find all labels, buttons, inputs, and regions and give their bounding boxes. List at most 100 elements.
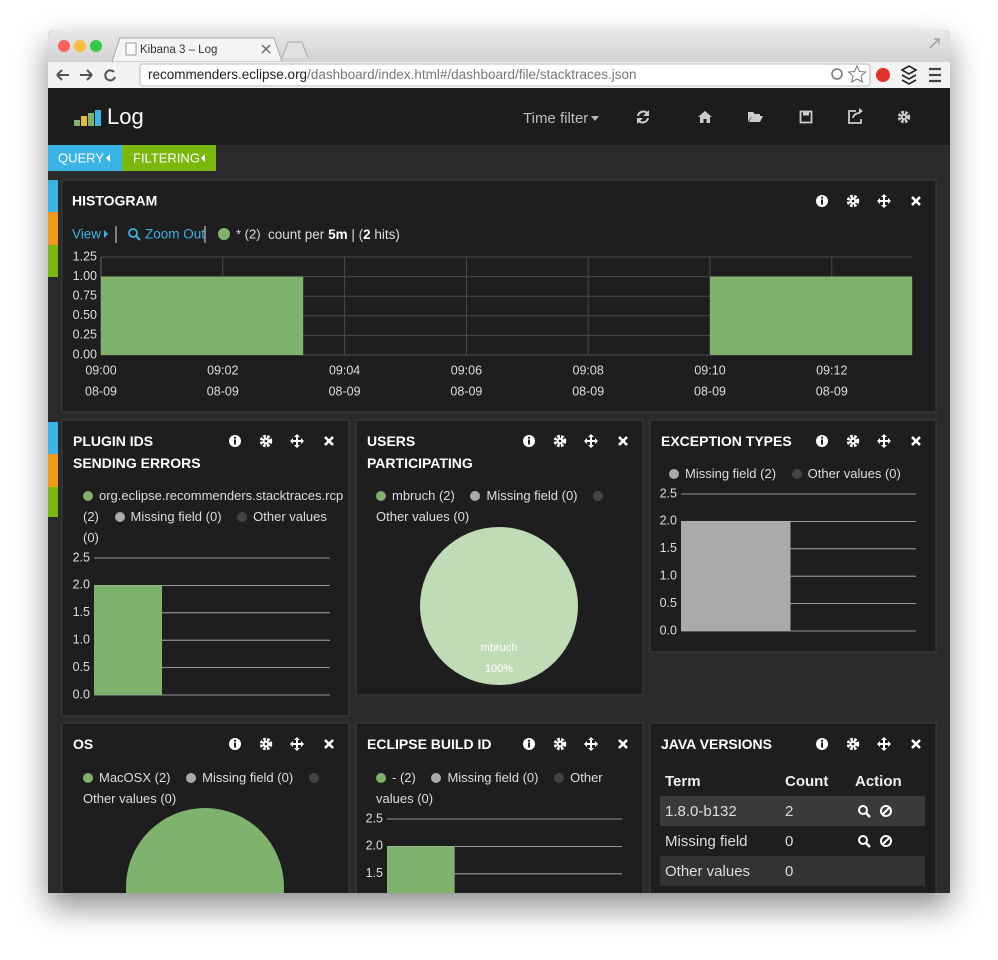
table-header: Action	[855, 773, 902, 790]
move-icon[interactable]	[290, 434, 304, 448]
move-icon[interactable]	[584, 737, 598, 751]
shape	[264, 439, 268, 443]
shape	[290, 434, 304, 448]
bar	[681, 521, 791, 631]
save-icon[interactable]	[799, 110, 813, 124]
minimize-button[interactable]	[74, 40, 86, 52]
x-tick-label: 09:10	[694, 363, 725, 377]
x-tick-label: 08-09	[450, 384, 482, 398]
extension-icon[interactable]	[876, 68, 890, 82]
shape	[902, 115, 906, 119]
zoom-button[interactable]	[90, 40, 102, 52]
legend-item: - (2)	[376, 770, 416, 785]
legend: - (2) Missing field (0) Other values (0)	[376, 767, 626, 809]
y-tick-label: 0.0	[73, 687, 90, 701]
shape	[234, 742, 236, 748]
new-tab[interactable]	[281, 41, 309, 59]
legend-item: Missing field (0)	[431, 770, 539, 785]
close-button[interactable]	[58, 40, 70, 52]
refresh-icon[interactable]	[637, 110, 649, 124]
browser-window: Kibana 3 – Log recommenders.eclipse.org/…	[48, 30, 950, 893]
info-icon[interactable]	[523, 738, 535, 750]
gear-icon[interactable]	[553, 737, 567, 751]
move-icon[interactable]	[290, 737, 304, 751]
table-cell: 2	[785, 803, 793, 820]
bookmark-star[interactable]	[847, 64, 867, 83]
move-icon[interactable]	[877, 434, 891, 448]
zoom-icon[interactable]	[831, 68, 843, 80]
x-tick-label: 09:08	[573, 363, 604, 377]
close-icon[interactable]	[324, 739, 334, 749]
menu-button[interactable]	[929, 67, 941, 83]
caret	[201, 154, 205, 162]
legend-label: - (2)	[392, 770, 416, 785]
ban-icon[interactable]	[880, 805, 892, 817]
home-icon[interactable]	[698, 111, 712, 123]
share-icon[interactable]	[848, 108, 863, 124]
ban-icon[interactable]	[880, 835, 892, 847]
search-icon[interactable]	[858, 805, 871, 818]
row-strip	[48, 245, 58, 277]
view-menu[interactable]: View	[72, 227, 101, 242]
brand[interactable]: Log	[107, 104, 144, 129]
info-icon[interactable]	[229, 738, 241, 750]
forward-button[interactable]	[80, 69, 93, 81]
gear-icon[interactable]	[553, 434, 567, 448]
y-tick-label: 0.5	[73, 660, 90, 674]
shape	[290, 737, 304, 751]
address-bar[interactable]	[139, 63, 871, 87]
gear-icon[interactable]	[846, 194, 860, 208]
y-tick-label: 1.5	[73, 605, 90, 619]
y-tick-label: 2.0	[73, 578, 90, 592]
info-icon[interactable]	[816, 435, 828, 447]
shape	[821, 742, 823, 748]
shape	[821, 439, 823, 445]
gear-icon[interactable]	[846, 434, 860, 448]
legend: org.eclipse.recommenders.stacktraces.rcp…	[83, 485, 345, 548]
legend-label: mbruch (2)	[392, 488, 455, 503]
row-strip	[48, 454, 58, 487]
folder-icon[interactable]	[748, 112, 763, 122]
move-icon[interactable]	[584, 434, 598, 448]
time-filter[interactable]: Time filter	[523, 110, 588, 127]
caret	[106, 154, 110, 162]
move-icon[interactable]	[877, 194, 891, 208]
fullscreen-button[interactable]	[929, 38, 940, 49]
y-tick-label: 0.00	[73, 347, 97, 361]
reload-button[interactable]	[104, 69, 116, 82]
filtering-tab[interactable]	[122, 145, 216, 171]
caret	[591, 116, 599, 121]
search-icon[interactable]	[858, 835, 871, 848]
shape	[528, 742, 530, 748]
close-icon[interactable]	[911, 436, 921, 446]
info-icon[interactable]	[816, 738, 828, 750]
legend-dot	[218, 228, 230, 240]
legend-dot	[83, 773, 93, 783]
table-cell: 0	[785, 863, 793, 880]
legend-dot	[593, 491, 604, 501]
info-icon[interactable]	[229, 435, 241, 447]
legend: Missing field (2) Other values (0)	[669, 463, 924, 484]
close-icon[interactable]	[618, 739, 628, 749]
close-icon[interactable]	[324, 436, 334, 446]
extension-icon[interactable]	[900, 65, 918, 85]
zoom-out[interactable]: Zoom Out	[145, 227, 205, 242]
shape	[897, 110, 911, 124]
legend-dot	[554, 773, 565, 783]
shape	[233, 436, 237, 439]
gear-icon[interactable]	[897, 110, 911, 124]
gear-icon[interactable]	[259, 737, 273, 751]
close-icon[interactable]	[618, 436, 628, 446]
legend-label: Other values (0)	[83, 791, 177, 806]
info-icon[interactable]	[816, 195, 828, 207]
close-icon[interactable]	[911, 196, 921, 206]
gear-icon[interactable]	[846, 737, 860, 751]
close-icon[interactable]	[911, 739, 921, 749]
gear-icon[interactable]	[259, 434, 273, 448]
legend-dot	[791, 469, 802, 479]
row-strip	[48, 180, 58, 212]
move-icon[interactable]	[877, 737, 891, 751]
tab-close[interactable]	[261, 44, 271, 54]
info-icon[interactable]	[523, 435, 535, 447]
back-button[interactable]	[56, 69, 69, 81]
